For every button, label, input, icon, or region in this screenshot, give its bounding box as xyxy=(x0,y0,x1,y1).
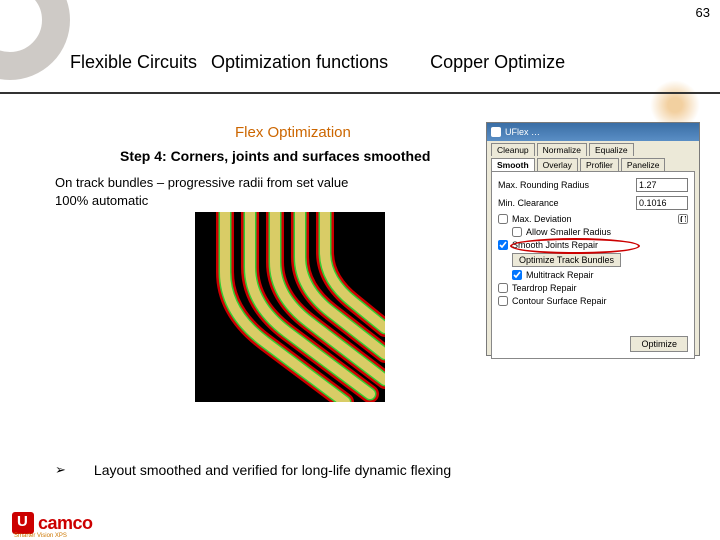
max-deviation-row: Max. Deviation xyxy=(498,214,688,224)
tab-overlay[interactable]: Overlay xyxy=(537,158,578,171)
allow-smaller-checkbox[interactable] xyxy=(512,227,522,237)
smooth-joints-checkbox[interactable] xyxy=(498,240,508,250)
subtitle-step: Step 4: Corners, joints and surfaces smo… xyxy=(120,148,430,164)
tab-smooth[interactable]: Smooth xyxy=(491,158,535,171)
corner-decoration xyxy=(0,0,70,80)
dialog-title: UFlex … xyxy=(505,127,540,137)
summary-bullet: ➢ Layout smoothed and verified for long-… xyxy=(55,462,451,478)
bullet-text: Layout smoothed and verified for long-li… xyxy=(94,462,451,478)
max-deviation-label: Max. Deviation xyxy=(512,214,572,224)
max-deviation-checkbox[interactable] xyxy=(498,214,508,224)
teardrop-checkbox[interactable] xyxy=(498,283,508,293)
bullet-icon: ➢ xyxy=(55,462,66,478)
min-clearance-label: Min. Clearance xyxy=(498,198,559,208)
max-rounding-input[interactable] xyxy=(636,178,688,192)
dialog-tabs-row2: Smooth Overlay Profiler Panelize xyxy=(487,156,699,171)
logo-icon xyxy=(12,512,34,534)
teardrop-row: Teardrop Repair xyxy=(498,283,688,293)
optimize-bundles-button[interactable]: Optimize Track Bundles xyxy=(512,253,621,267)
dialog-body: Max. Rounding Radius Min. Clearance Max.… xyxy=(491,171,695,359)
dialog-icon xyxy=(491,127,501,137)
allow-smaller-label: Allow Smaller Radius xyxy=(526,227,611,237)
field-max-rounding: Max. Rounding Radius xyxy=(498,178,688,192)
contour-checkbox[interactable] xyxy=(498,296,508,306)
multitrack-label: Multitrack Repair xyxy=(526,270,594,280)
slide-title: Flexible Circuits Optimization functions… xyxy=(70,52,680,73)
multitrack-checkbox[interactable] xyxy=(512,270,522,280)
logo-tagline: Smarter Vision XPS xyxy=(14,533,67,539)
subtitle-orange: Flex Optimization xyxy=(235,124,351,141)
dialog-titlebar: UFlex … xyxy=(487,123,699,141)
highlight-ellipse xyxy=(510,238,640,254)
optimize-bundles-row: Optimize Track Bundles xyxy=(512,253,688,267)
contour-row: Contour Surface Repair xyxy=(498,296,688,306)
title-part3: Copper Optimize xyxy=(430,52,565,73)
field-min-clearance: Min. Clearance xyxy=(498,196,688,210)
tab-panelize[interactable]: Panelize xyxy=(621,158,666,171)
description-line1: On track bundles – progressive radii fro… xyxy=(55,175,348,190)
title-part1: Flexible Circuits xyxy=(70,52,197,73)
logo-text: camco xyxy=(38,513,93,534)
teardrop-label: Teardrop Repair xyxy=(512,283,577,293)
multitrack-row: Multitrack Repair xyxy=(512,270,688,280)
min-clearance-input[interactable] xyxy=(636,196,688,210)
optimize-button[interactable]: Optimize xyxy=(630,336,688,352)
title-part2: Optimization functions xyxy=(211,52,388,73)
dialog-tabs: Cleanup Normalize Equalize xyxy=(487,141,699,156)
footer-logo: camco xyxy=(12,512,93,534)
max-rounding-label: Max. Rounding Radius xyxy=(498,180,589,190)
title-divider xyxy=(0,92,720,94)
description-line2: 100% automatic xyxy=(55,193,148,208)
tab-cleanup[interactable]: Cleanup xyxy=(491,143,535,156)
uflex-dialog: UFlex … Cleanup Normalize Equalize Smoot… xyxy=(486,122,700,356)
allow-smaller-row: Allow Smaller Radius xyxy=(512,227,688,237)
slide-number: 63 xyxy=(696,5,710,20)
max-deviation-input[interactable] xyxy=(678,214,688,224)
contour-label: Contour Surface Repair xyxy=(512,296,607,306)
tab-equalize[interactable]: Equalize xyxy=(589,143,634,156)
circuit-diagram xyxy=(195,212,385,402)
tab-normalize[interactable]: Normalize xyxy=(537,143,587,156)
tab-profiler[interactable]: Profiler xyxy=(580,158,619,171)
